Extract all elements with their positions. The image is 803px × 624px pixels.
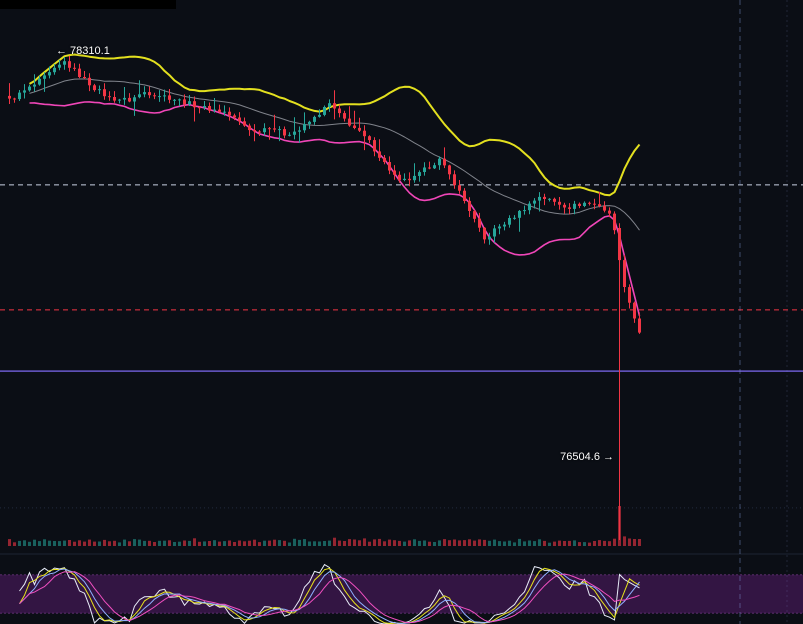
oscillator-line-slow — [19, 568, 640, 624]
oscillator-zone — [0, 574, 803, 614]
volume-layer — [8, 506, 641, 546]
price-levels-layer — [0, 184, 803, 509]
candles-layer — [8, 55, 641, 540]
oscillator-layer — [0, 563, 803, 624]
top-toolbar-remnant — [0, 0, 176, 9]
oscillator-line-trend — [19, 571, 640, 624]
